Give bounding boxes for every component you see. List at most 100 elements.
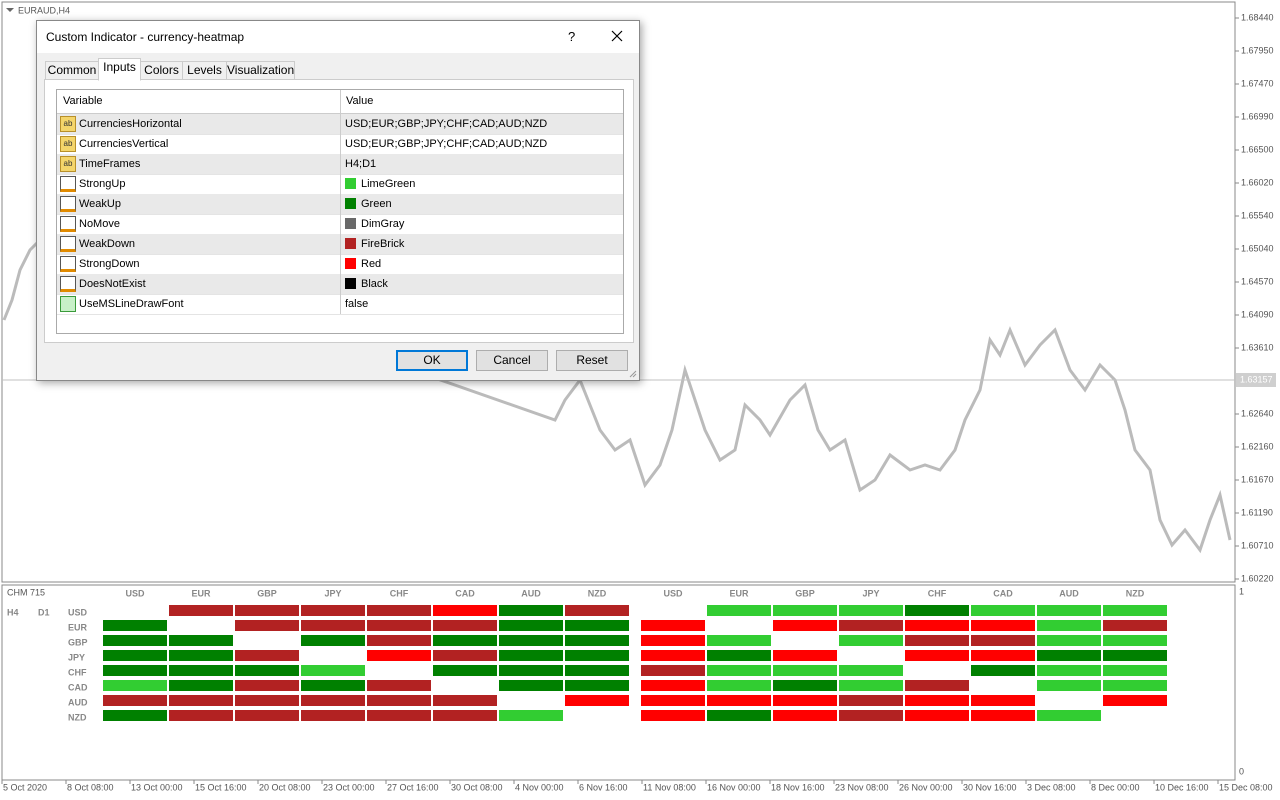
heat-cell [839,710,903,721]
input-row[interactable]: WeakDown FireBrick [57,234,623,255]
heat-cell [773,620,837,631]
input-row[interactable]: ab CurrenciesVertical USD;EUR;GBP;JPY;CHF;… [57,134,623,155]
heat-cell [707,665,771,676]
heat-cell [773,665,837,676]
column-label: USD [663,588,683,598]
heat-cell [971,620,1035,631]
price-label: 1.63610 [1241,342,1274,352]
input-row[interactable]: ab CurrenciesHorizontal USD;EUR;GBP;JPY;CH… [57,114,623,135]
price-label: 1.64570 [1241,276,1274,286]
dialog-button[interactable]: Cancel [476,350,548,371]
input-row[interactable]: ab TimeFrames H4;D1 [57,154,623,175]
input-row[interactable]: WeakUp Green [57,194,623,215]
time-label: 3 Dec 08:00 [1027,782,1076,792]
heat-cell [1037,650,1101,661]
heat-cell [235,620,299,631]
row-label: CAD [68,682,88,692]
input-name: StrongUp [79,178,126,190]
input-row[interactable]: UseMSLineDrawFont false [57,294,623,315]
time-label: 23 Oct 00:00 [323,782,375,792]
dialog-button[interactable]: Reset [556,350,628,371]
time-label: 11 Nov 08:00 [643,782,696,792]
dialog: Custom Indicator - currency-heatmap ? Co… [36,20,640,381]
heat-cell [235,710,299,721]
input-name: CurrenciesVertical [79,138,169,150]
heat-cell [773,605,837,616]
tab[interactable]: Levels [182,61,227,80]
heat-cell [1103,605,1167,616]
input-value: Green [361,198,392,210]
heat-cell [433,710,497,721]
heat-cell [905,710,969,721]
price-label: 1.61670 [1241,474,1274,484]
heat-cell [367,635,431,646]
column-header: Value [340,90,373,113]
heat-cell [1103,620,1167,631]
heat-cell [971,635,1035,646]
time-label: 15 Dec 08:00 [1219,782,1273,792]
color-swatch [345,178,356,189]
input-value-cell: DimGray [340,214,615,234]
heat-cell [773,710,837,721]
heat-cell [707,650,771,661]
heat-cell [235,665,299,676]
input-value-cell: Red [340,254,615,274]
heat-cell [235,650,299,661]
heat-cell [499,650,563,661]
input-value-cell: H4;D1 [340,154,615,174]
column-label: JPY [324,588,341,598]
heat-cell [103,620,167,631]
heat-cell [301,680,365,691]
tab[interactable]: Colors [140,61,183,80]
input-row[interactable]: StrongUp LimeGreen [57,174,623,195]
input-row[interactable]: DoesNotExist Black [57,274,623,295]
scale-label: 0 [1239,766,1244,776]
heat-cell [103,680,167,691]
input-value: Red [361,258,382,270]
heat-cell [301,635,365,646]
title-bar: Custom Indicator - currency-heatmap ? [37,21,639,53]
tab[interactable]: Common [45,61,99,80]
close-button[interactable] [611,30,623,42]
column-header: Variable [63,95,103,107]
heat-cell [169,680,233,691]
heat-cell [839,680,903,691]
current-price: 1.63157 [1240,374,1273,384]
heat-cell [169,710,233,721]
heat-cell [1103,665,1167,676]
bool-icon [60,296,76,312]
text-icon: ab [60,116,76,132]
heat-cell [839,665,903,676]
column-label: EUR [729,588,749,598]
heat-cell [1037,665,1101,676]
price-label: 1.65040 [1241,243,1274,253]
heat-cell [169,635,233,646]
input-value-cell: false [340,294,615,314]
input-value-cell: LimeGreen [340,174,615,194]
color-icon [60,236,76,252]
heat-cell [169,695,233,706]
price-label: 1.66500 [1241,144,1274,154]
color-icon [60,256,76,272]
time-label: 13 Oct 00:00 [131,782,183,792]
help-button[interactable]: ? [568,29,576,44]
time-label: 10 Dec 16:00 [1155,782,1209,792]
tab[interactable]: Inputs [98,58,141,81]
time-label: 6 Nov 16:00 [579,782,628,792]
heat-cell [367,680,431,691]
heat-cell [971,665,1035,676]
input-row[interactable]: StrongDown Red [57,254,623,275]
input-value-cell: USD;EUR;GBP;JPY;CHF;CAD;AUD;NZD [340,114,615,134]
heat-cell [905,695,969,706]
input-row[interactable]: NoMove DimGray [57,214,623,235]
dialog-button[interactable]: OK [396,350,468,371]
heat-cell [103,650,167,661]
text-icon: ab [60,136,76,152]
price-label: 1.62640 [1241,408,1274,418]
price-label: 1.60220 [1241,573,1274,583]
tab[interactable]: Visualization [226,61,295,80]
input-value: USD;EUR;GBP;JPY;CHF;CAD;AUD;NZD [345,118,548,130]
input-name: UseMSLineDrawFont [79,298,184,310]
heat-cell [301,605,365,616]
